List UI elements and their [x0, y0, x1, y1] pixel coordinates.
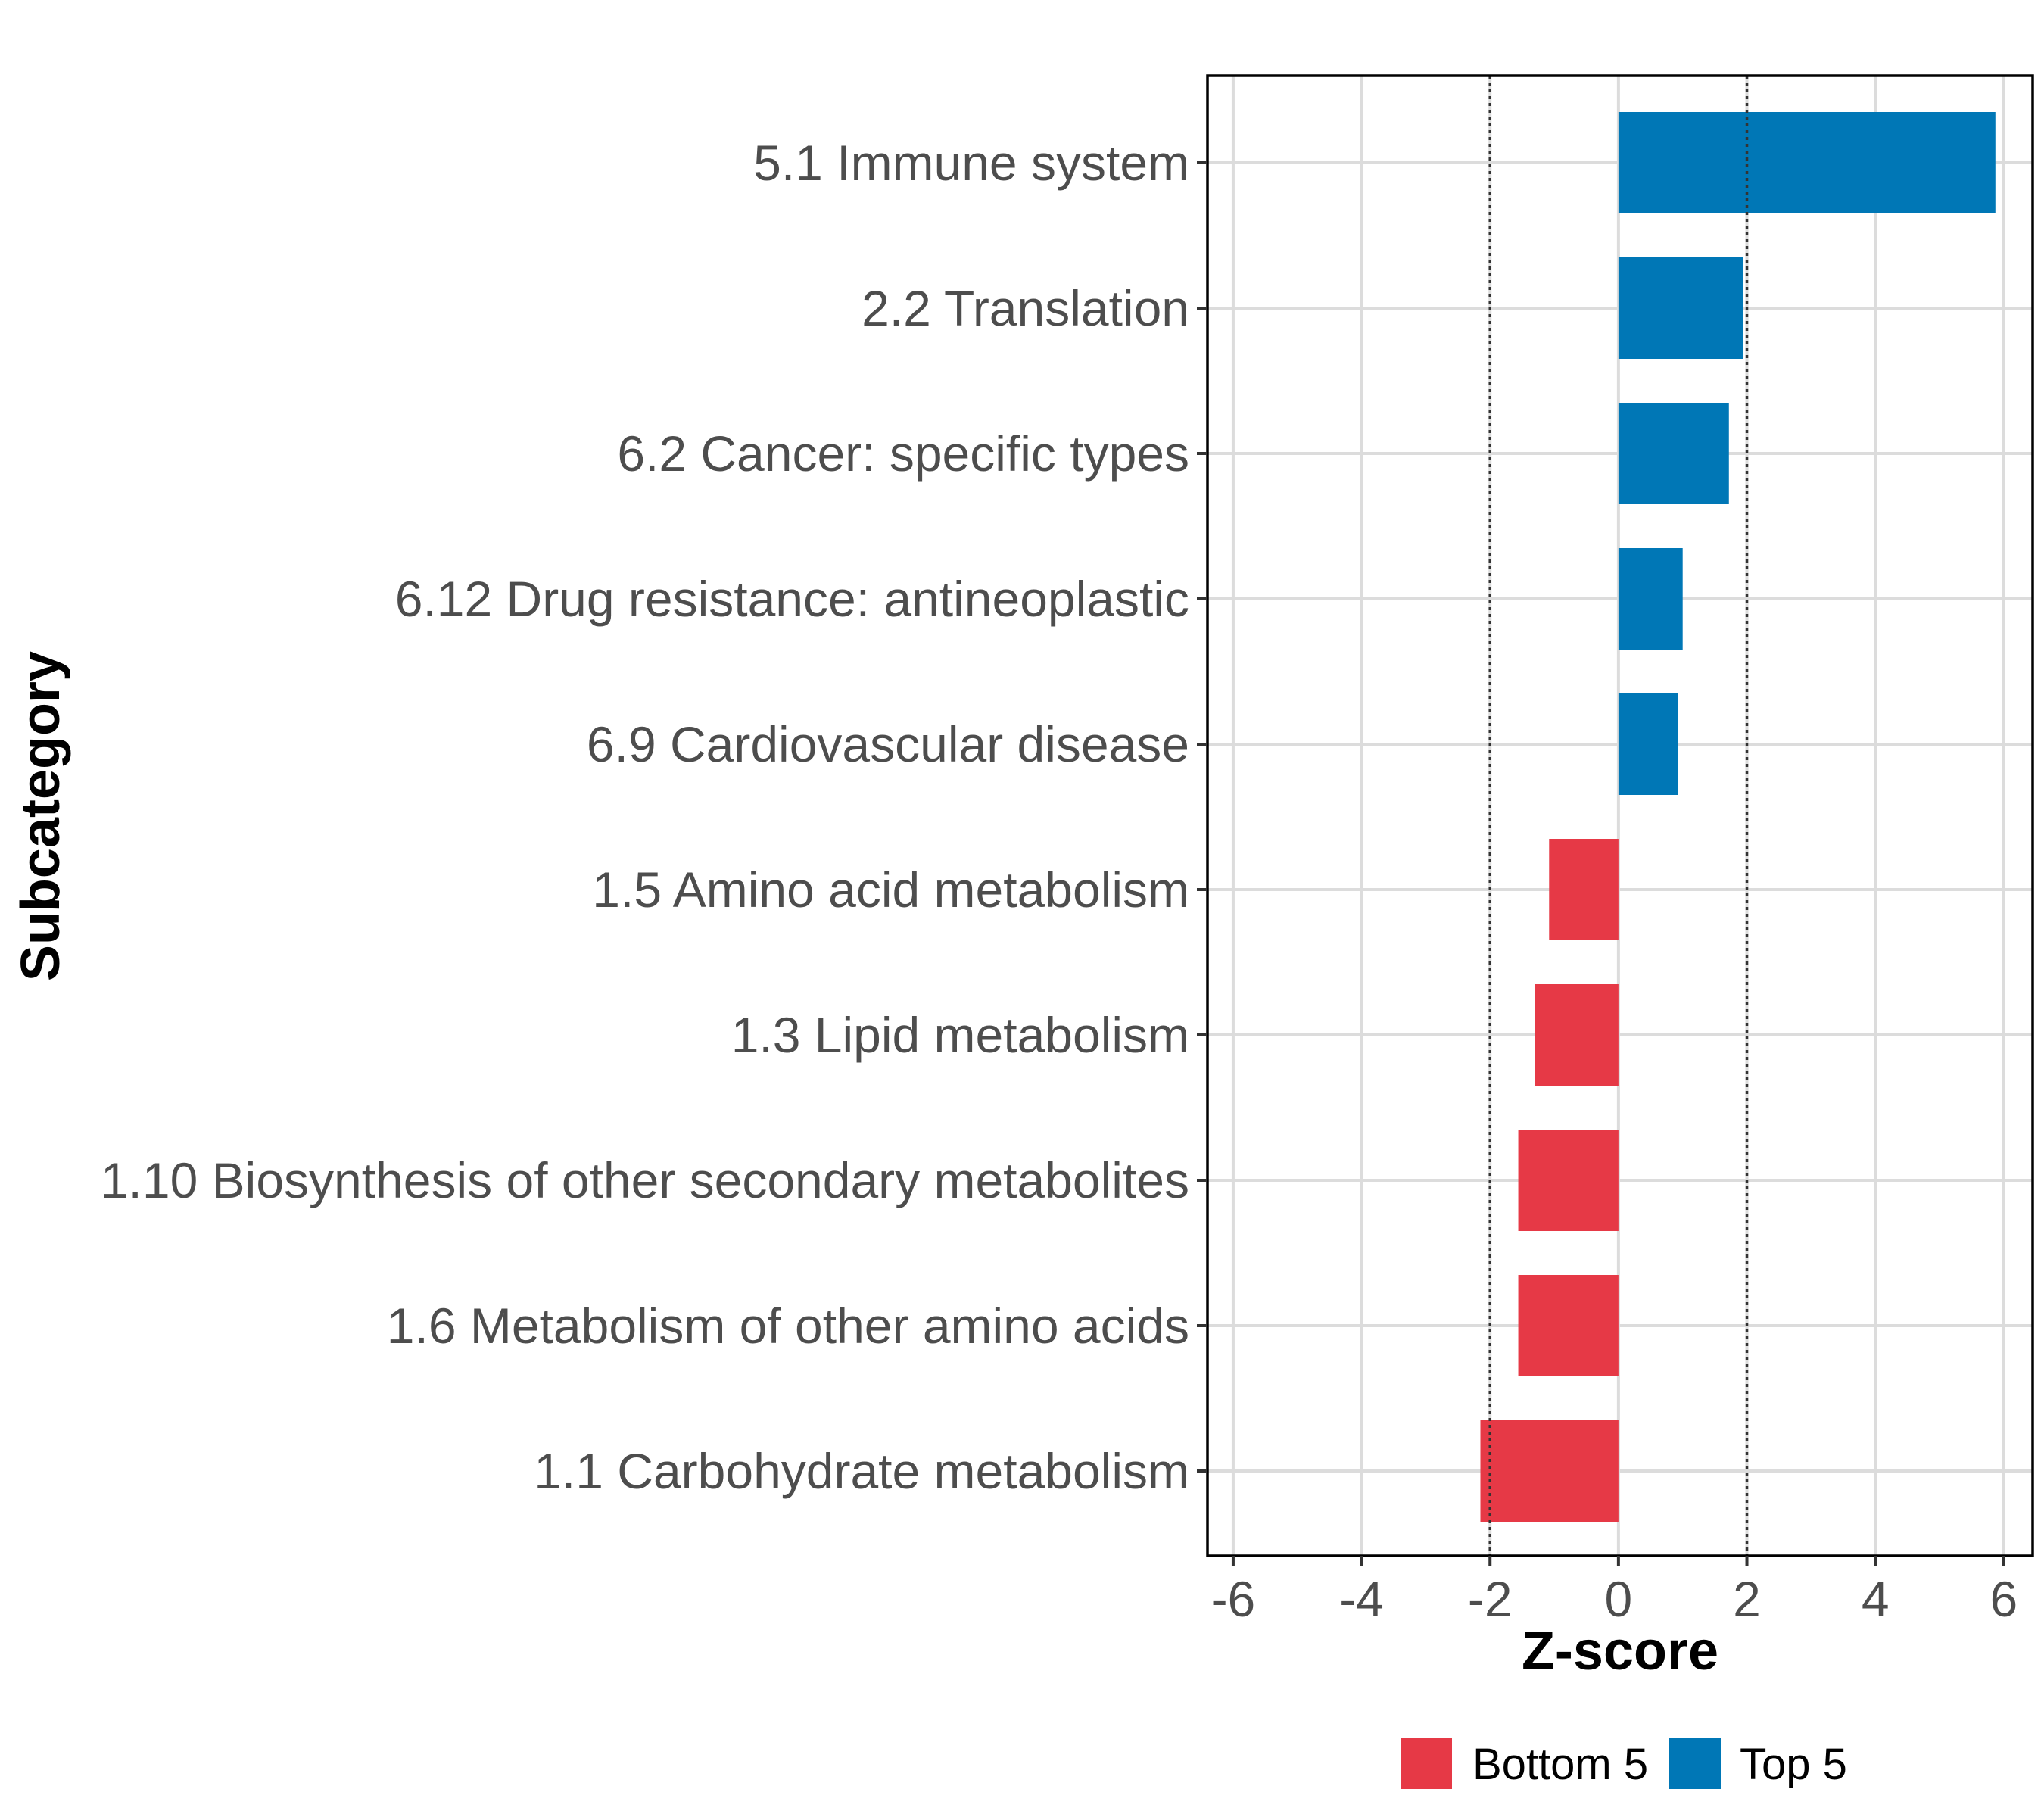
legend: Bottom 5 Top 5: [1401, 1738, 1847, 1789]
x-tick-label: -2: [1468, 1571, 1513, 1627]
y-tick-label: 1.5 Amino acid metabolism: [592, 862, 1189, 918]
plot-panel-border: [1206, 74, 2034, 1557]
bar: [1618, 693, 1678, 795]
legend-key: [1401, 1738, 1452, 1789]
y-tick-label: 1.6 Metabolism of other amino acids: [387, 1298, 1189, 1354]
y-tick-label: 1.10 Biosynthesis of other secondary met…: [101, 1152, 1189, 1208]
y-tick-label: 1.1 Carbohydrate metabolism: [534, 1443, 1189, 1499]
x-tick-label: 0: [1605, 1571, 1633, 1627]
bar: [1618, 112, 1996, 213]
bar: [1618, 257, 1743, 359]
y-tick-label: 5.1 Immune system: [753, 135, 1189, 191]
bar: [1518, 1130, 1619, 1231]
bar: [1549, 839, 1619, 940]
bar: [1518, 1275, 1619, 1376]
bar: [1535, 984, 1619, 1086]
legend-key: [1669, 1738, 1721, 1789]
legend-label: Top 5: [1740, 1740, 1847, 1789]
y-tick-label: 1.3 Lipid metabolism: [731, 1007, 1189, 1063]
x-tick-label: -4: [1339, 1571, 1384, 1627]
bar: [1618, 548, 1683, 650]
y-tick-label: 6.12 Drug resistance: antineoplastic: [395, 571, 1189, 627]
x-tick-label: 6: [1989, 1571, 2018, 1627]
legend-label: Bottom 5: [1472, 1740, 1648, 1789]
x-tick-label: 4: [1862, 1571, 1890, 1627]
y-tick-label: 6.9 Cardiovascular disease: [587, 716, 1189, 772]
y-axis-title: Subcategory: [11, 651, 71, 981]
x-axis-title: Z-score: [1522, 1621, 1718, 1681]
x-tick-label: 2: [1733, 1571, 1761, 1627]
bar: [1480, 1420, 1619, 1522]
y-tick-label: 2.2 Translation: [862, 280, 1189, 336]
bar: [1618, 403, 1729, 504]
x-tick-label: -6: [1211, 1571, 1256, 1627]
y-tick-label: 6.2 Cancer: specific types: [617, 425, 1189, 482]
